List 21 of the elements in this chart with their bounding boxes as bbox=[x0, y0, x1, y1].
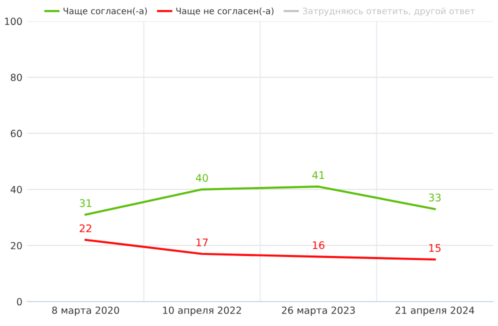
data-label: 31 bbox=[80, 199, 92, 208]
data-label: 17 bbox=[196, 238, 208, 246]
x-tick-label: 8 марта 2020 bbox=[52, 306, 120, 316]
legend-label: Чаще согласен(-а) bbox=[64, 7, 147, 16]
legend-label: Затрудняюсь ответить, другой ответ bbox=[302, 8, 475, 16]
y-tick-label: 60 bbox=[10, 130, 22, 138]
y-tick-label: 100 bbox=[5, 18, 22, 26]
y-tick-label: 40 bbox=[10, 186, 22, 194]
data-label: 15 bbox=[429, 244, 441, 252]
y-tick-label: 0 bbox=[16, 298, 22, 306]
data-label: 40 bbox=[196, 174, 208, 182]
data-label: 41 bbox=[312, 171, 324, 179]
data-label: 33 bbox=[428, 194, 441, 202]
y-tick-label: 20 bbox=[10, 242, 22, 250]
data-label: 16 bbox=[312, 241, 324, 250]
data-label: 22 bbox=[80, 224, 92, 232]
x-tick-label: 10 апреля 2022 bbox=[163, 306, 241, 316]
x-tick-label: 21 апреля 2024 bbox=[396, 306, 474, 316]
y-tick-label: 80 bbox=[10, 74, 22, 82]
x-tick-label: 26 марта 2023 bbox=[282, 306, 355, 316]
legend-label: Чаще не согласен(-а) bbox=[176, 7, 274, 16]
